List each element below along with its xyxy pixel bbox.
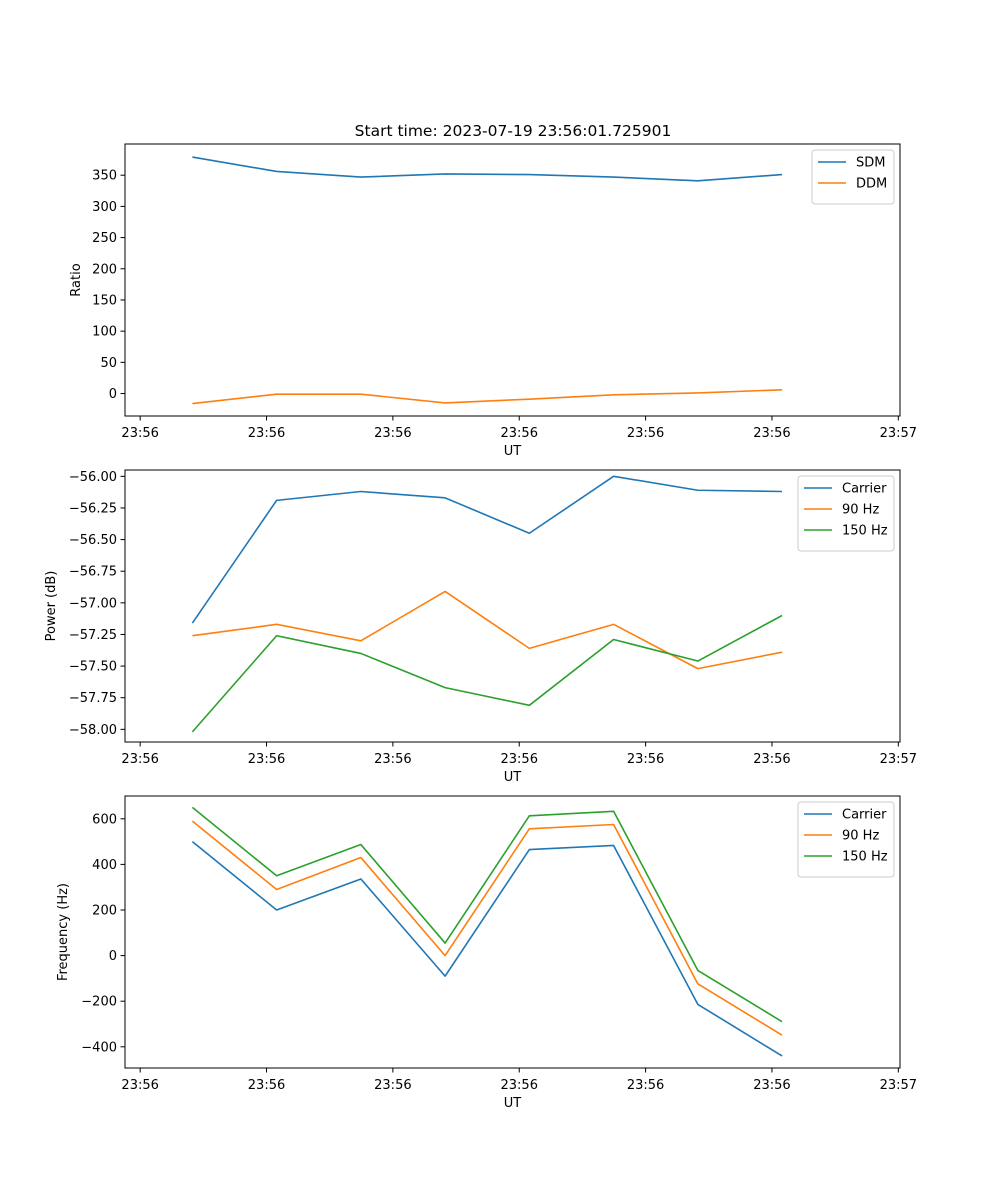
y-tick-label: 150 [92, 293, 117, 308]
x-tick-label: 23:57 [880, 1078, 917, 1093]
series-line-carrier [191, 840, 783, 1057]
y-tick-label: 0 [109, 949, 117, 964]
x-tick-label: 23:56 [753, 752, 790, 767]
series-line-ddm [192, 389, 783, 405]
subplot-1: 23:56 23:56 23:56 23:56 23:56 23:56 23:57 0 50 10… [69, 143, 917, 459]
x-tick-label: 23:56 [627, 426, 664, 441]
y-tick-label: −56.25 [69, 501, 117, 516]
y-tick-label: −400 [81, 1040, 117, 1055]
y-tick-label: 50 [100, 356, 117, 371]
x-tick-label: 23:57 [880, 426, 917, 441]
y-tick-label: 350 [92, 169, 117, 184]
series-line-90-hz [191, 820, 783, 1036]
x-tick-label: 23:56 [753, 1078, 790, 1093]
y-tick-label: −56.50 [69, 533, 117, 548]
y-tick-label: −57.25 [69, 628, 117, 643]
x-tick-label: 23:56 [501, 1078, 538, 1093]
subplot-2: 23:56 23:56 23:56 23:56 23:56 23:56 23:57 −58.0… [44, 469, 917, 785]
x-tick-label: 23:56 [374, 426, 411, 441]
legend-box [811, 149, 895, 205]
y-axis-label: Power (dB) [44, 571, 59, 642]
y-tick-label: 200 [92, 903, 117, 918]
y-axis-label: Frequency (Hz) [56, 883, 71, 981]
y-tick-label: 300 [92, 200, 117, 215]
series-line-90-hz [192, 590, 783, 670]
subplots: 23:56 23:56 23:56 23:56 23:56 23:56 23:57 0 50 10… [44, 143, 917, 1111]
series-line-sdm [192, 156, 783, 182]
legend: SDM DDM [811, 149, 895, 205]
figure-title: Start time: 2023-07-19 23:56:01.725901 [355, 122, 672, 140]
y-tick-label: −57.75 [69, 691, 117, 706]
x-tick-label: 23:56 [753, 426, 790, 441]
x-tick-label: 23:56 [374, 1078, 411, 1093]
y-tick-label: 100 [92, 325, 117, 340]
axes-frame [124, 143, 901, 417]
series-line-150-hz [191, 614, 783, 733]
x-tick-label: 23:56 [501, 426, 538, 441]
x-tick-label: 23:56 [121, 1078, 158, 1093]
x-tick-label: 23:56 [248, 752, 285, 767]
legend-label: 150 Hz [842, 850, 888, 865]
y-tick-label: −57.00 [69, 596, 117, 611]
legend-box [797, 801, 895, 878]
legend-label: 90 Hz [842, 503, 879, 518]
y-tick-label: 250 [92, 231, 117, 246]
y-tick-label: −57.50 [69, 660, 117, 675]
legend-label: DDM [856, 177, 887, 192]
x-axis-label: UT [504, 444, 522, 459]
y-tick-label: 0 [109, 387, 117, 402]
x-tick-label: 23:56 [248, 426, 285, 441]
subplot-3: 23:56 23:56 23:56 23:56 23:56 23:56 23:57 −400 −… [56, 795, 917, 1111]
y-tick-label: −58.00 [69, 723, 117, 738]
x-tick-label: 23:57 [880, 752, 917, 767]
series-line-carrier [191, 475, 783, 624]
x-tick-label: 23:56 [627, 1078, 664, 1093]
series-line-150-hz [191, 806, 783, 1023]
x-tick-label: 23:56 [501, 752, 538, 767]
x-axis-label: UT [504, 1096, 522, 1111]
x-axis-label: UT [504, 770, 522, 785]
legend-label: SDM [856, 156, 885, 171]
y-axis-label: Ratio [69, 263, 84, 296]
y-tick-label: −56.75 [69, 565, 117, 580]
legend-box [797, 475, 895, 552]
legend-label: 90 Hz [842, 829, 879, 844]
x-tick-label: 23:56 [121, 426, 158, 441]
legend-label: 150 Hz [842, 524, 888, 539]
x-tick-label: 23:56 [248, 1078, 285, 1093]
y-tick-label: −56.00 [69, 470, 117, 485]
legend: Carrier 90 Hz 150 Hz [797, 475, 895, 552]
y-tick-label: 400 [92, 858, 117, 873]
legend: Carrier 90 Hz 150 Hz [797, 801, 895, 878]
legend-label: Carrier [842, 808, 887, 823]
axes-frame [124, 795, 901, 1069]
x-tick-label: 23:56 [374, 752, 411, 767]
y-tick-label: −200 [81, 995, 117, 1010]
y-tick-label: 200 [92, 262, 117, 277]
legend-label: Carrier [842, 482, 887, 497]
x-tick-label: 23:56 [627, 752, 664, 767]
axes-frame [124, 469, 901, 743]
y-tick-label: 600 [92, 812, 117, 827]
x-tick-label: 23:56 [121, 752, 158, 767]
